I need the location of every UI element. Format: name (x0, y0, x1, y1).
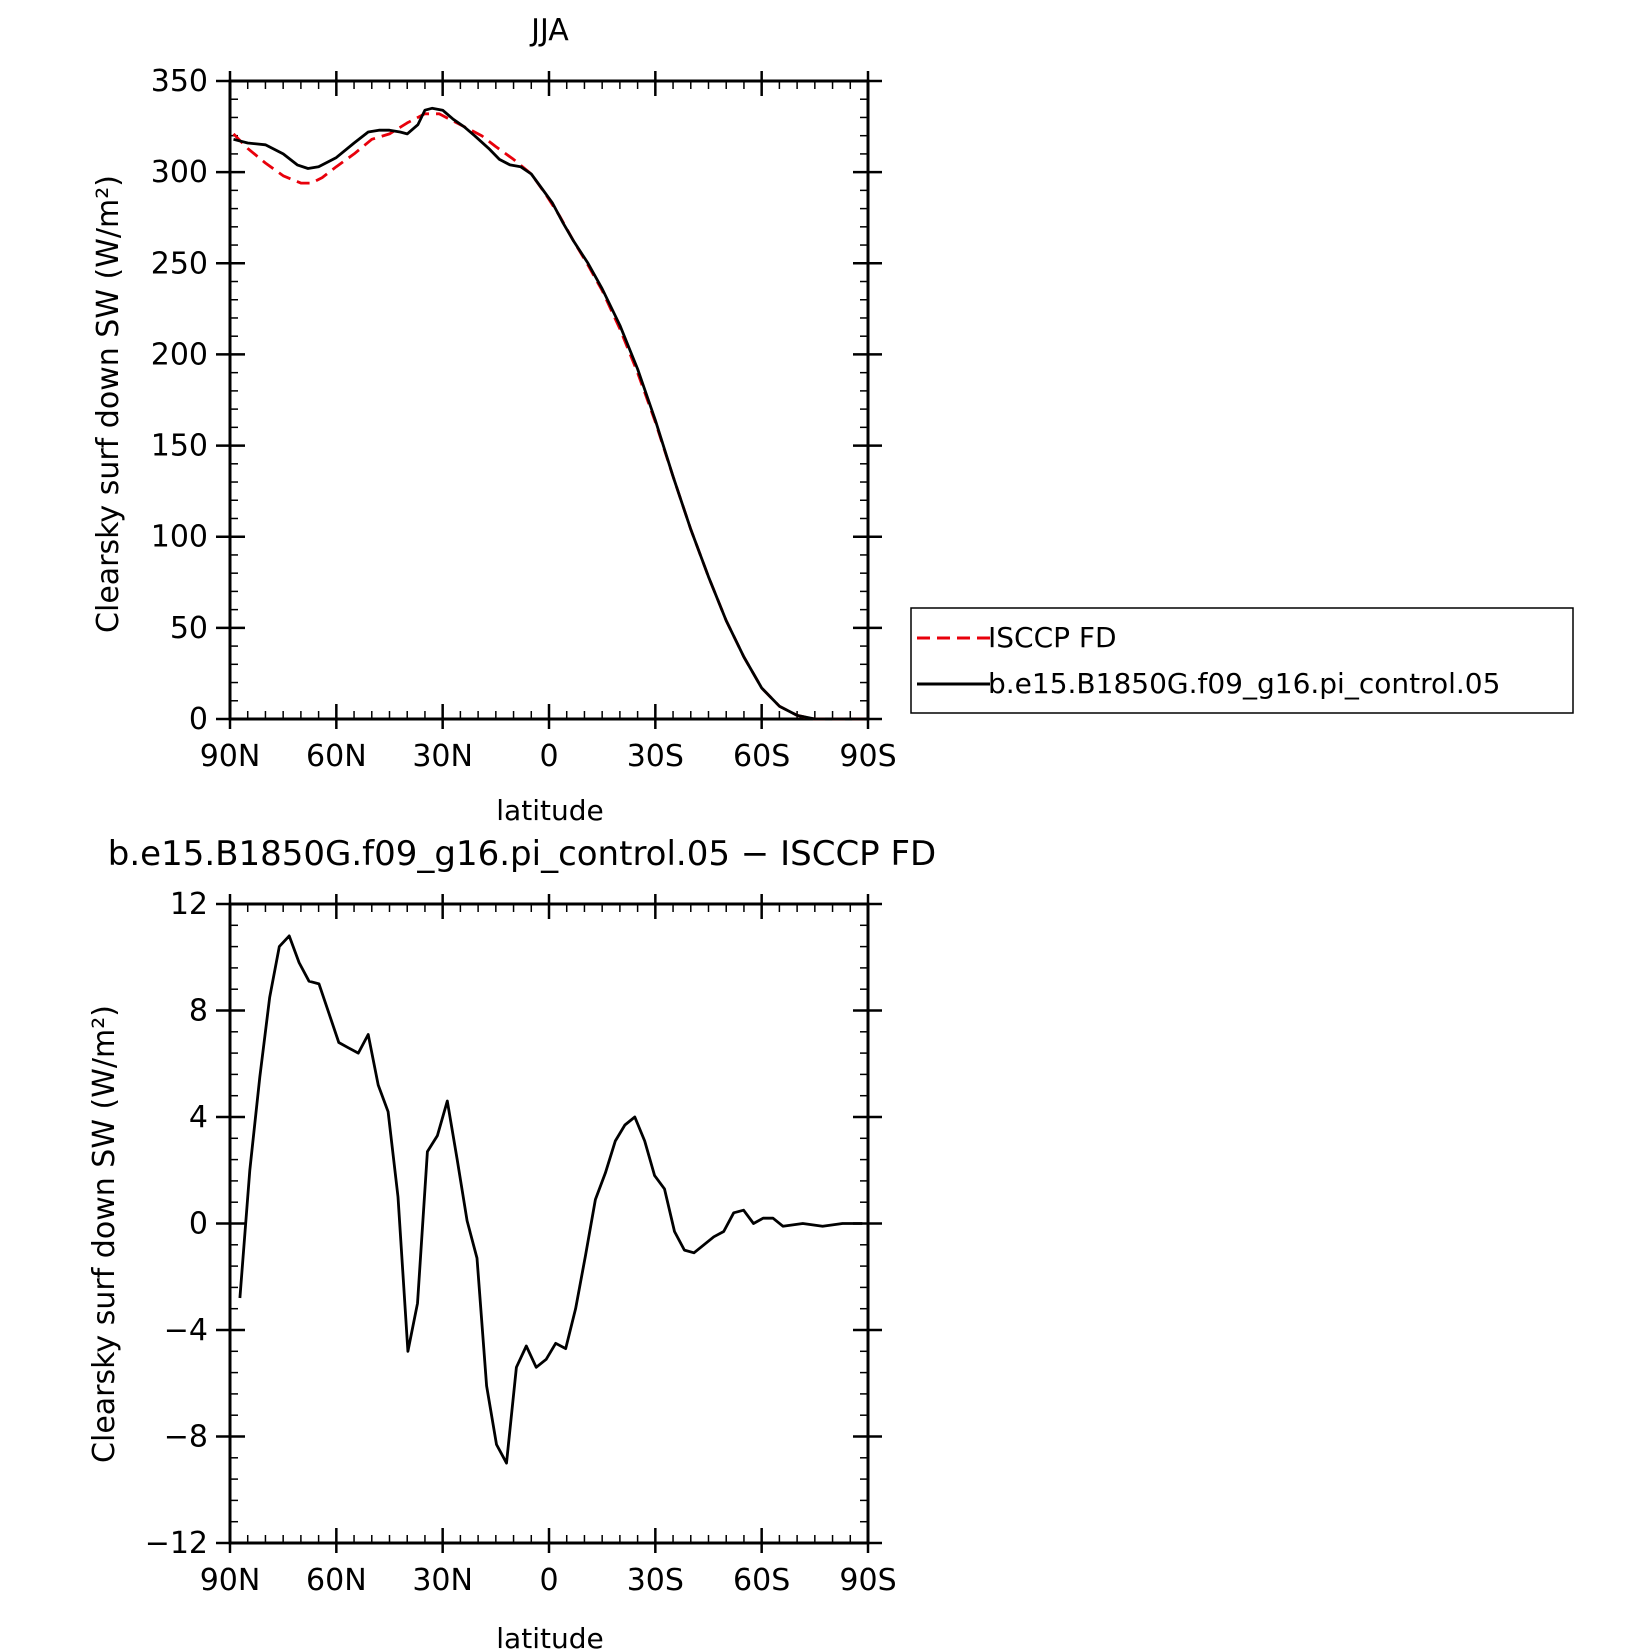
x-tick-label: 60S (733, 1563, 790, 1598)
plot-frame (228, 79, 870, 721)
bottom-chart-axes: 90N 60N 30N 0 30S 60S 90S −12 −8 −4 0 4 8 12 (145, 887, 897, 1598)
y-tick-label: 250 (151, 246, 208, 281)
bottom-chart-xlabel: latitude (496, 1622, 603, 1652)
top-chart-title: JJA (529, 13, 569, 48)
x-tick-label: 90N (200, 739, 261, 774)
top-chart-ylabel: Clearsky surf down SW (W/m²) (91, 175, 126, 633)
y-tick-label: 0 (189, 1207, 208, 1242)
legend-box (910, 607, 1574, 714)
y-tick-label: 300 (151, 155, 208, 190)
y-tick-label: −8 (164, 1420, 208, 1455)
y-tick-label: −4 (164, 1313, 208, 1348)
top-chart: JJA Clearsky surf down SW (W/m²) latitud… (91, 13, 1574, 827)
x-tick-label: 30S (627, 739, 684, 774)
y-tick-label: 0 (189, 702, 208, 737)
x-tick-label: 60N (306, 739, 367, 774)
legend-label-isccp-fd: ISCCP FD (988, 621, 1117, 654)
series-line-1-0 (238, 934, 863, 1465)
bottom-chart-ylabel: Clearsky surf down SW (W/m²) (87, 1005, 122, 1463)
legend: ISCCP FD b.e15.B1850G.f09_g16.pi_control… (910, 607, 1574, 714)
y-tick-label: 4 (189, 1100, 208, 1135)
y-tick-label: 12 (170, 887, 208, 922)
bottom-chart: b.e15.B1850G.f09_g16.pi_control.05 − ISC… (87, 834, 936, 1652)
x-tick-label: 60N (306, 1563, 367, 1598)
bottom-chart-plot-area (238, 934, 863, 1465)
x-tick-label: 0 (539, 1563, 558, 1598)
x-tick-label: 60S (733, 739, 790, 774)
x-tick-label: 90N (200, 1563, 261, 1598)
x-tick-label: 30N (412, 739, 473, 774)
bottom-chart-title: b.e15.B1850G.f09_g16.pi_control.05 − ISC… (108, 834, 936, 874)
top-chart-xlabel: latitude (496, 794, 603, 827)
legend-label-model: b.e15.B1850G.f09_g16.pi_control.05 (988, 667, 1500, 700)
x-tick-label: 0 (539, 739, 558, 774)
y-tick-label: 200 (151, 337, 208, 372)
top-chart-axes: 90N 60N 30N 0 30S 60S 90S 0 50 100 150 200 250 300 350 (151, 64, 897, 774)
series-line-0-0 (232, 112, 865, 721)
series-line-0-1 (233, 106, 865, 721)
y-tick-label: 150 (151, 429, 208, 464)
y-tick-label: −12 (145, 1526, 208, 1561)
x-tick-label: 90S (839, 739, 896, 774)
y-tick-label: 350 (151, 64, 208, 99)
y-tick-label: 50 (170, 611, 208, 646)
top-chart-plot-area (232, 106, 865, 721)
y-tick-label: 100 (151, 520, 208, 555)
y-tick-label: 8 (189, 994, 208, 1029)
x-tick-label: 30N (412, 1563, 473, 1598)
x-tick-label: 90S (839, 1563, 896, 1598)
x-tick-label: 30S (627, 1563, 684, 1598)
